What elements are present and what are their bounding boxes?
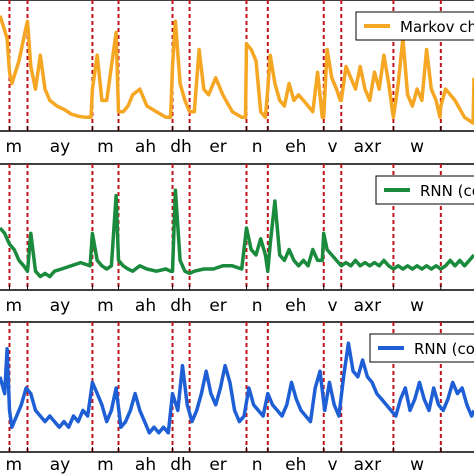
phoneme-tick-label: m (97, 296, 114, 316)
phoneme-tick-label: ah (135, 455, 156, 474)
phoneme-tick-label: ay (50, 296, 70, 316)
series-line (0, 15, 474, 125)
legend: Markov ch (355, 11, 474, 41)
phoneme-tick-label: w (410, 137, 424, 157)
phoneme-tick-label: n (252, 296, 263, 316)
legend: RNN (co (375, 175, 474, 205)
phoneme-tick-label: w (410, 296, 424, 316)
legend: RNN (co (369, 333, 474, 363)
chart-panel-rnn-blue: m ay m ah dh er n eh v axr w RNN (co (0, 321, 474, 474)
phoneme-tick-label: m (5, 137, 22, 157)
phoneme-tick-label: dh (170, 455, 192, 474)
legend-label: RNN (co (414, 340, 474, 358)
phoneme-tick-label: m (97, 137, 114, 157)
phoneme-tick-label: ay (50, 137, 70, 157)
legend-label: RNN (co (420, 182, 474, 200)
phoneme-tick-label: ay (50, 455, 70, 474)
phoneme-tick-label: n (252, 455, 263, 474)
phoneme-tick-label: dh (170, 137, 192, 157)
phoneme-tick-label: v (327, 296, 337, 316)
phoneme-tick-label: eh (285, 137, 306, 157)
phoneme-tick-label: m (97, 455, 114, 474)
phoneme-tick-label: m (5, 296, 22, 316)
phoneme-tick-label: er (209, 296, 226, 316)
phoneme-tick-label: ah (135, 137, 156, 157)
phoneme-tick-label: eh (285, 296, 306, 316)
phoneme-tick-label: v (327, 455, 337, 474)
phoneme-tick-label: axr (354, 296, 381, 316)
phoneme-tick-label: n (252, 137, 263, 157)
phoneme-tick-label: dh (170, 296, 192, 316)
phoneme-tick-label: axr (354, 137, 381, 157)
phoneme-tick-label: v (327, 137, 337, 157)
phoneme-tick-label: axr (354, 455, 381, 474)
series-line (0, 188, 474, 279)
phoneme-tick-label: m (5, 455, 22, 474)
phoneme-tick-label: er (209, 137, 226, 157)
phoneme-tick-label: ah (135, 296, 156, 316)
series-line (0, 341, 474, 435)
legend-label: Markov ch (400, 18, 474, 36)
phoneme-tick-label: er (209, 455, 226, 474)
chart-panel-markov: m ay m ah dh er n eh v axr w Markov ch (0, 0, 474, 157)
phoneme-tick-label: eh (285, 455, 306, 474)
phoneme-tick-label: w (410, 455, 424, 474)
